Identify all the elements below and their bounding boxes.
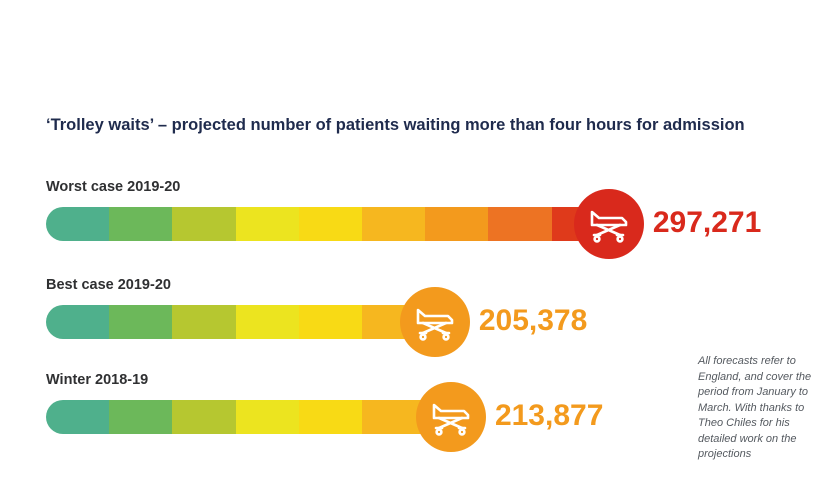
bar-segment [298,400,363,434]
bar-segment [235,207,300,241]
bar-segment [362,207,426,241]
bar-segment [109,305,173,339]
bar-segment [172,207,237,241]
bar-segment [109,400,173,434]
bar [46,207,609,241]
bar-segment [298,305,363,339]
bar-segment [425,207,489,241]
bar-segment [172,400,237,434]
bar-segment [488,207,553,241]
bar-segment [46,400,110,434]
data-label: 297,271 [652,206,762,239]
row-label: Best case 2019-20 [46,277,171,293]
bar-segment [235,305,300,339]
bar-segment [235,400,300,434]
trolley-icon [399,287,470,357]
chart-title: ‘Trolley waits’ – projected number of pa… [46,116,745,134]
bar-segment [46,207,110,241]
bar-segment [298,207,363,241]
trolley-icon [573,189,644,259]
bar-segment [172,305,237,339]
bar-segment [46,305,110,339]
bar-segment [109,207,173,241]
bar [46,305,435,339]
data-label: 205,378 [478,304,588,337]
row-label: Worst case 2019-20 [46,179,181,195]
bar-segment [362,400,426,434]
footnote: All forecasts refer to England, and cove… [698,355,812,460]
row-label: Winter 2018-19 [46,372,149,388]
trolley-icon [415,382,486,452]
bar [46,400,451,434]
data-label: 213,877 [494,399,604,432]
